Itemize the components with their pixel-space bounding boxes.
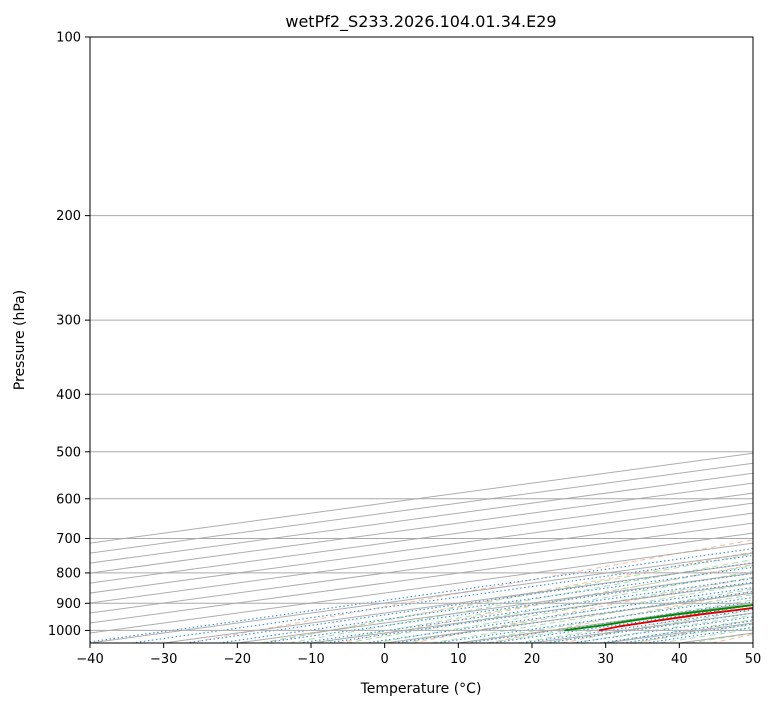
- x-tick-label: −10: [297, 652, 324, 667]
- isotherm: [90, 462, 753, 554]
- x-tick-label: 40: [671, 652, 688, 667]
- moist-adiabat: [431, 588, 753, 643]
- mixing-ratio-line: [365, 586, 753, 643]
- y-axis: 100 200 300 400 500 600 700 800 900 1000: [48, 31, 90, 639]
- moist-adiabat: [346, 570, 753, 643]
- y-tick-label: 800: [56, 566, 81, 581]
- x-tick-label: 20: [524, 652, 541, 667]
- y-tick-label: 500: [56, 445, 81, 460]
- y-axis-title: Pressure (hPa): [12, 290, 28, 390]
- x-tick-label: −40: [76, 652, 103, 667]
- plot-area: 0.10.20.40.611.52346810131620253036: [90, 37, 753, 643]
- x-tick-label: 50: [745, 652, 762, 667]
- mixing-ratio-line: [436, 596, 753, 643]
- isotherm: [90, 522, 753, 614]
- y-tick-label: 900: [56, 597, 81, 612]
- mixing-ratio-line: [131, 554, 753, 643]
- y-tick-label: 100: [56, 31, 81, 46]
- moist-adiabat: [317, 564, 753, 643]
- y-tick-label: 1000: [48, 624, 81, 639]
- moist-adiabat: [488, 599, 753, 643]
- isotherm: [90, 492, 753, 584]
- pressure-gridlines: [90, 37, 753, 631]
- dry-adiabats: [188, 539, 753, 643]
- x-axis-title: Temperature (°C): [360, 681, 482, 697]
- mixing-ratio-line: [90, 548, 753, 643]
- y-tick-label: 200: [56, 209, 81, 224]
- isotherm: [90, 482, 753, 574]
- x-axis: −40 −30 −20 −10 0 10 20 30 40 50: [76, 643, 761, 667]
- x-tick-label: −20: [224, 652, 251, 667]
- isotherm: [90, 472, 753, 564]
- y-tick-label: 700: [56, 532, 81, 547]
- x-tick-label: 0: [381, 652, 389, 667]
- x-tick-label: 10: [450, 652, 467, 667]
- plot-frame: [89, 36, 754, 644]
- chart-title: wetPf2_S233.2026.104.01.34.E29: [285, 12, 556, 32]
- y-tick-label: 300: [56, 314, 81, 329]
- isotherm: [90, 502, 753, 594]
- moist-adiabat: [403, 582, 753, 643]
- isotherm: [90, 452, 753, 544]
- isotherm: [90, 512, 753, 604]
- x-tick-label: −30: [150, 652, 177, 667]
- isotherm: [90, 532, 753, 624]
- dry-adiabat: [188, 539, 753, 643]
- y-tick-label: 400: [56, 388, 81, 403]
- moist-adiabats: [260, 553, 753, 643]
- isotherms: [90, 452, 753, 643]
- y-tick-label: 600: [56, 492, 81, 507]
- x-tick-label: 30: [597, 652, 614, 667]
